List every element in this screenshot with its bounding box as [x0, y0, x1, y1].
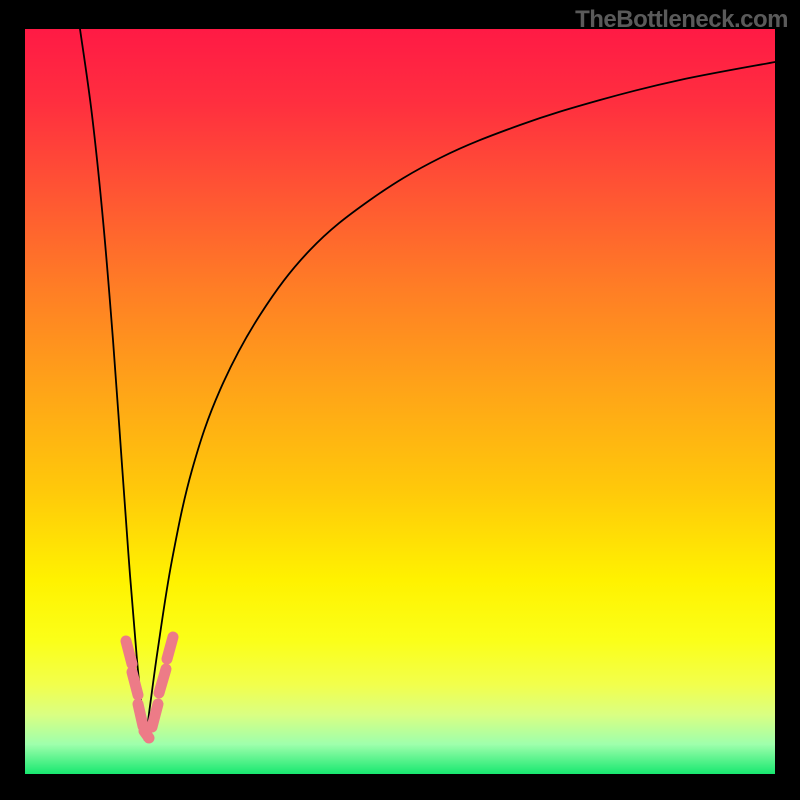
marker-segment — [132, 672, 138, 695]
marker-segment — [144, 731, 149, 738]
marker-segment — [167, 637, 173, 659]
chart-stage: TheBottleneck.com — [0, 0, 800, 800]
watermark-text: TheBottleneck.com — [575, 6, 788, 34]
marker-segment — [159, 669, 166, 693]
marker-segment — [126, 641, 132, 664]
bottleneck-chart — [0, 0, 800, 800]
marker-segment — [152, 704, 158, 727]
marker-segment — [138, 704, 143, 726]
